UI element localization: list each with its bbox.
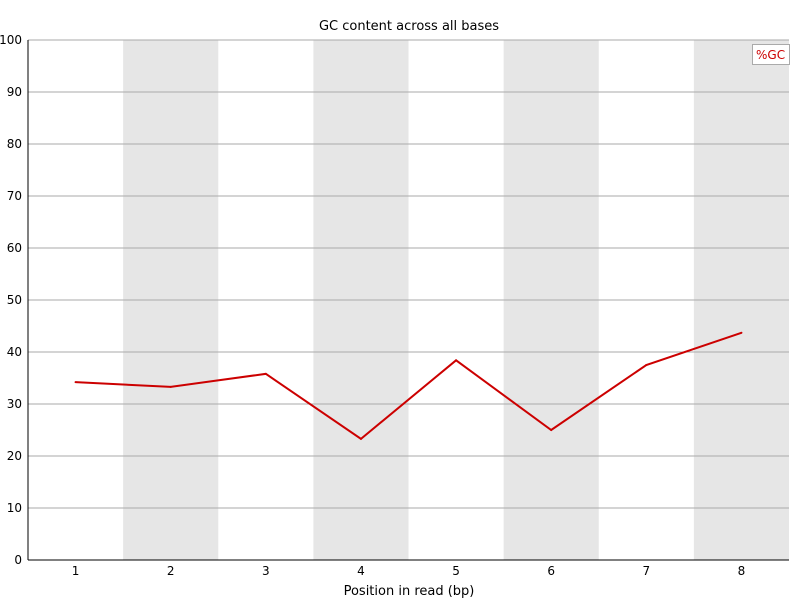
x-tick-6: 6	[547, 564, 555, 578]
y-tick-labels: 0 10 20 30 40 50 60 70 80 90 100	[0, 33, 22, 567]
series-line-gc	[75, 331, 742, 441]
x-tick-labels: 1 2 3 4 5 6 7 8	[72, 564, 746, 578]
legend: %GC	[752, 44, 790, 65]
y-tick-60: 60	[7, 241, 22, 255]
y-tick-0: 0	[14, 553, 22, 567]
x-tick-8: 8	[738, 564, 746, 578]
chart-title: GC content across all bases	[319, 19, 499, 34]
data-point-8	[740, 331, 743, 334]
y-tick-90: 90	[7, 85, 22, 99]
data-point-4	[359, 437, 362, 440]
data-point-1	[74, 381, 77, 384]
x-tick-2: 2	[167, 564, 175, 578]
data-point-3	[264, 372, 267, 375]
x-tick-1: 1	[72, 564, 80, 578]
data-point-7	[645, 364, 648, 366]
data-point-6	[550, 429, 553, 431]
legend-box	[752, 44, 790, 65]
y-tick-100: 100	[0, 33, 22, 47]
y-tick-50: 50	[7, 293, 22, 307]
x-axis-title: Position in read (bp)	[344, 584, 475, 599]
y-tick-20: 20	[7, 449, 22, 463]
y-tick-70: 70	[7, 189, 22, 203]
x-tick-7: 7	[642, 564, 650, 578]
x-tick-3: 3	[262, 564, 270, 578]
y-tick-30: 30	[7, 397, 22, 411]
legend-label-gc: %GC	[756, 48, 785, 62]
x-tick-5: 5	[452, 564, 460, 578]
data-point-5	[455, 359, 458, 362]
axes	[27, 40, 789, 561]
y-tick-10: 10	[7, 501, 22, 515]
x-tick-4: 4	[357, 564, 365, 578]
data-point-2	[169, 385, 172, 388]
y-tick-80: 80	[7, 137, 22, 151]
horizontal-gridlines	[28, 39, 789, 509]
series-lines	[74, 331, 743, 441]
y-tick-40: 40	[7, 345, 22, 359]
